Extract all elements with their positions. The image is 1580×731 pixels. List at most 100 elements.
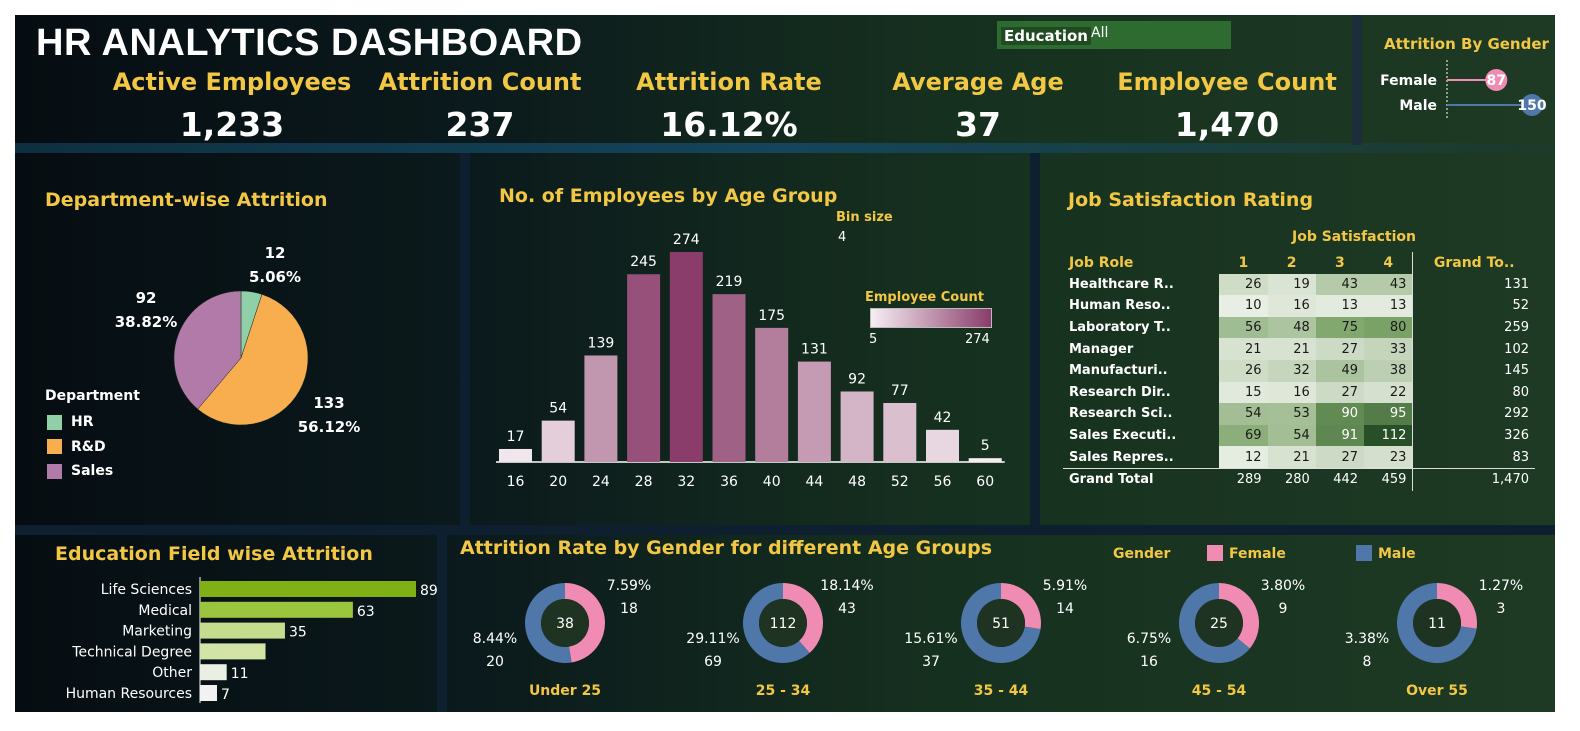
- education-bar: [200, 685, 217, 701]
- donut-total-label: 11: [1428, 616, 1446, 632]
- bin-size-value[interactable]: 4: [838, 230, 847, 245]
- department-slice-rnd: [197, 294, 309, 426]
- department-pct-label: 56.12%: [298, 418, 360, 436]
- satisfaction-cell: 12: [1219, 446, 1268, 469]
- satisfaction-cell: 112: [1364, 424, 1413, 447]
- row-total-cell: 80: [1412, 381, 1535, 404]
- gender-value-label: 150: [1517, 98, 1546, 114]
- job-satisfaction-header-cell: 2: [1286, 254, 1297, 271]
- male-donut-segment: [1397, 583, 1477, 663]
- satisfaction-cell: 80: [1364, 316, 1413, 339]
- job-role-cell: Human Reso..: [1069, 298, 1171, 314]
- kpi-active-employees-label: Active Employees: [112, 68, 352, 96]
- age-group-label: Under 25: [529, 683, 601, 699]
- department-pct-label: 38.82%: [115, 313, 177, 331]
- grand-total-cell: 459: [1364, 467, 1413, 491]
- gender-value-label: 87: [1487, 73, 1506, 89]
- male-donut-segment: [1179, 583, 1250, 663]
- bottom-divider: [15, 525, 1555, 535]
- job-role-cell: Manufacturi..: [1069, 363, 1168, 379]
- table-row: Manufacturi.. 26 32 49 38 145: [1063, 359, 1535, 382]
- education-bar: [200, 622, 285, 639]
- table-row: Sales Repres.. 12 21 27 23 83: [1063, 446, 1535, 469]
- satisfaction-cell: 15: [1219, 381, 1268, 404]
- table-row: Sales Executi.. 69 54 91 112 326: [1063, 424, 1535, 447]
- job-satisfaction-header-cell: Grand To..: [1412, 252, 1535, 274]
- female-donut-segment: [783, 583, 823, 653]
- age-bar: [712, 294, 746, 462]
- male-pct-label: 29.11%: [686, 631, 739, 647]
- satisfaction-cell: 32: [1267, 359, 1316, 382]
- satisfaction-cell: 69: [1219, 424, 1268, 447]
- age-bar: [669, 252, 703, 462]
- education-category-label: Life Sciences: [101, 582, 192, 598]
- satisfaction-cell: 56: [1219, 316, 1268, 339]
- satisfaction-cell: 27: [1315, 446, 1365, 469]
- age-bar: [499, 448, 532, 462]
- gender-category-label: Female: [1380, 73, 1437, 89]
- donut-total-label: 25: [1210, 616, 1228, 632]
- kpi-average-age-value: 37: [955, 105, 1001, 144]
- table-row: Manager 21 21 27 33 102: [1063, 338, 1535, 360]
- female-donut-segment: [565, 583, 605, 663]
- age-bar-value-label: 17: [507, 429, 525, 445]
- row-total-cell: 52: [1412, 295, 1535, 317]
- department-legend-item: R&D: [47, 435, 113, 460]
- department-slice-sales: [173, 290, 242, 410]
- employee-count-legend-max: 274: [965, 332, 990, 347]
- kpi-attrition-count-value: 237: [445, 105, 515, 144]
- education-filter[interactable]: Education All: [997, 21, 1231, 49]
- male-count-label: 8: [1363, 654, 1372, 670]
- education-bar: [200, 581, 416, 597]
- education-field-title: Education Field wise Attrition: [55, 543, 373, 565]
- female-count-label: 14: [1056, 601, 1074, 617]
- job-role-cell: Healthcare R..: [1069, 276, 1174, 292]
- age-tick-label: 32: [677, 474, 695, 490]
- row-total-cell: 102: [1412, 338, 1535, 360]
- age-bar: [797, 361, 831, 462]
- satisfaction-cell: 10: [1219, 295, 1268, 317]
- satisfaction-cell: 75: [1315, 316, 1365, 339]
- age-bar: [840, 391, 874, 462]
- bin-size-label: Bin size: [836, 210, 893, 225]
- page-title: HR ANALYTICS DASHBOARD: [36, 22, 583, 64]
- satisfaction-cell: 95: [1364, 403, 1413, 425]
- age-group-label: 25 - 34: [756, 683, 811, 699]
- age-tick-label: 40: [763, 474, 781, 490]
- job-satisfaction-header-cell: 1: [1238, 254, 1249, 271]
- satisfaction-cell: 21: [1219, 338, 1268, 360]
- gender-lollipop-chart: Female 87 Male 150: [1380, 60, 1547, 118]
- department-value-label: 92: [136, 289, 157, 307]
- satisfaction-cell: 54: [1219, 403, 1268, 425]
- employee-count-legend-title: Employee Count: [865, 290, 984, 305]
- mid-divider-2: [1030, 153, 1040, 525]
- education-value-label: 7: [221, 687, 230, 703]
- header-divider: [15, 143, 1555, 153]
- gender-dot: [1521, 94, 1543, 116]
- female-pct-label: 1.27%: [1479, 578, 1523, 594]
- age-bar-value-label: 54: [549, 401, 567, 417]
- donut-total-label: 38: [556, 616, 574, 632]
- age-bar: [755, 327, 789, 462]
- table-row: Healthcare R.. 26 19 43 43 131: [1063, 273, 1535, 296]
- age-tick-label: 52: [891, 474, 909, 490]
- age-tick-label: 28: [635, 474, 653, 490]
- age-group-label: 45 - 54: [1192, 683, 1247, 699]
- department-legend-title: Department: [45, 388, 140, 404]
- age-histogram-chart: 1716542013924245282743221936175401314492…: [496, 232, 1005, 490]
- age-group-label: Over 55: [1406, 683, 1468, 699]
- male-pct-label: 15.61%: [904, 631, 957, 647]
- education-value-label: 89: [420, 583, 438, 599]
- satisfaction-cell: 43: [1315, 273, 1365, 296]
- male-legend-label: Male: [1378, 546, 1416, 562]
- grand-total-cell: 442: [1315, 467, 1365, 491]
- male-pct-label: 6.75%: [1127, 631, 1171, 647]
- age-bar: [883, 402, 917, 462]
- department-legend-swatch: [47, 414, 62, 430]
- department-legend-item: Sales: [47, 459, 113, 484]
- table-row: Research Dir.. 15 16 27 22 80: [1063, 381, 1535, 404]
- female-pct-label: 5.91%: [1043, 578, 1087, 594]
- gender-legend-title: Gender: [1113, 546, 1171, 562]
- age-bar-value-label: 92: [848, 371, 866, 387]
